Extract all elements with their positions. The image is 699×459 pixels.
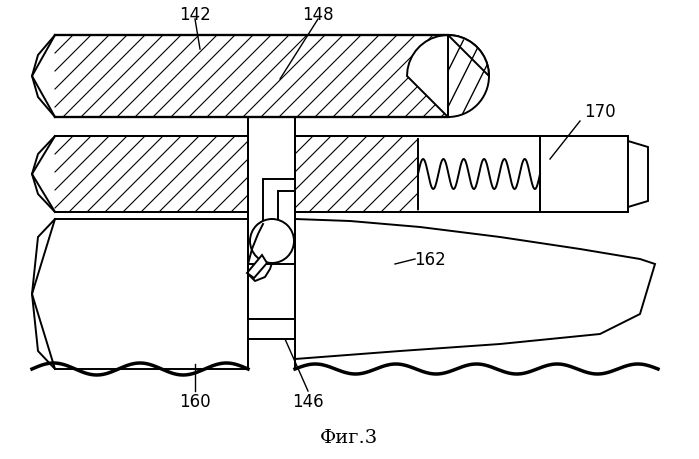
Text: 142: 142 [179, 6, 211, 24]
Polygon shape [248, 118, 295, 264]
Polygon shape [407, 36, 489, 118]
Polygon shape [32, 36, 448, 118]
Polygon shape [628, 142, 648, 207]
Text: Фиг.3: Фиг.3 [320, 428, 378, 446]
Text: 146: 146 [292, 392, 324, 410]
Polygon shape [540, 137, 628, 213]
Text: 148: 148 [302, 6, 334, 24]
Polygon shape [295, 219, 655, 359]
Text: 162: 162 [414, 251, 446, 269]
Polygon shape [247, 256, 267, 279]
Text: 160: 160 [179, 392, 211, 410]
Wedge shape [448, 36, 489, 118]
Polygon shape [263, 179, 295, 224]
Circle shape [250, 219, 294, 263]
Polygon shape [295, 137, 628, 213]
Text: 170: 170 [584, 103, 616, 121]
Polygon shape [32, 219, 295, 369]
Polygon shape [32, 137, 249, 213]
